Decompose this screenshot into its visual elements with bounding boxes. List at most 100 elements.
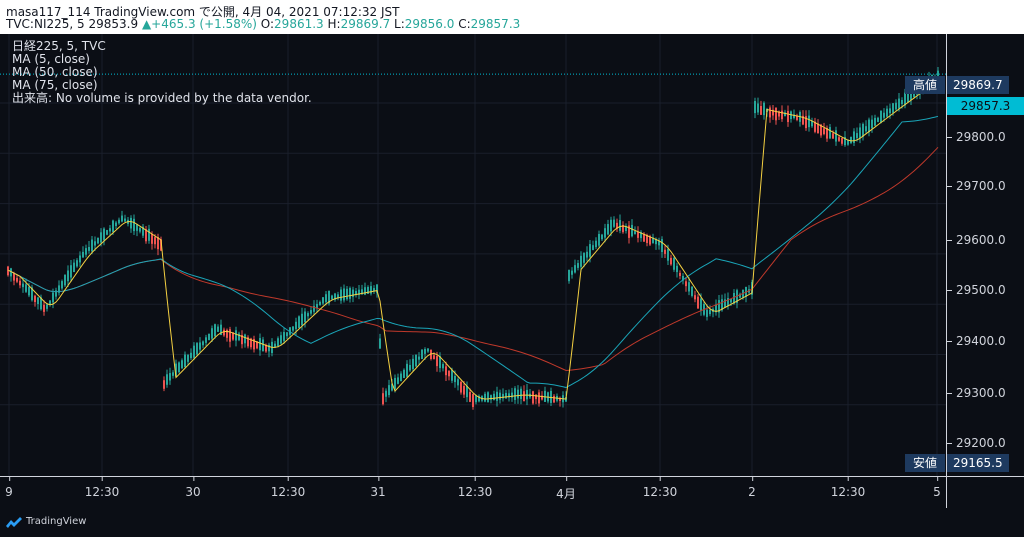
candle-body [451,369,453,381]
candle-body [403,369,405,379]
candle-body [433,355,435,360]
low-badge-value: 29165.5 [947,454,1009,472]
candle-body [214,324,216,337]
candle-body [205,337,207,343]
candle-body [775,107,777,121]
candle-body [220,324,222,335]
candle-body [496,391,498,401]
candle-body [553,395,555,403]
candle-body [709,309,711,315]
candle-body [487,392,489,403]
candle-body [298,316,300,329]
candle-body [319,301,321,306]
legend-volume[interactable]: 出来高: No volume is provided by the data v… [12,91,312,105]
candle-body [784,112,786,117]
time-axis[interactable]: 9 12:30 30 12:30 31 12:30 4月 12:30 2 12:… [0,476,946,508]
candle-body [31,287,33,301]
candle-body [724,299,726,308]
high-badge-label: 高値 [905,76,945,94]
candle-body [415,354,417,367]
candle-body [586,251,588,258]
candle-body [739,293,741,298]
candle-body [52,292,54,303]
candle-body [472,394,474,407]
candle-body [442,364,444,369]
close-value: 29857.3 [470,17,521,31]
candlestick-plot[interactable] [0,34,946,476]
candle-body [577,263,579,268]
candle-body [223,329,225,336]
candle-body [340,289,342,301]
candle-body [136,224,138,231]
candle-body [661,239,663,253]
time-tick: 5 [933,477,941,499]
candle-body [34,295,36,303]
candle-body [607,224,609,235]
candle-body [91,239,93,252]
candle-body [202,341,204,346]
candle-body [256,341,258,349]
candle-body [169,373,171,381]
candle-body [670,257,672,265]
price-axis[interactable]: 29800.0 29700.0 29600.0 29500.0 29400.0 … [905,34,1024,476]
candle-body [295,321,297,330]
candle-body [412,358,414,370]
candle-body [121,215,123,222]
candle-body [862,123,864,137]
candle-body [664,249,666,254]
candle-body [328,290,330,304]
candle-body [253,338,255,350]
candle-body [682,275,684,281]
high-badge-value: 29869.7 [947,76,1009,94]
candle-body [601,234,603,240]
candle-body [100,232,102,243]
price-tick: 29200.0 [947,436,1006,450]
candle-body [619,220,621,231]
candle-body [367,286,369,294]
candle-body [790,111,792,120]
candle-body [115,222,117,227]
candle-body [598,233,600,246]
candle-body [493,393,495,401]
legend-ma50[interactable]: MA (50, close) [12,65,98,79]
candle-body [463,386,465,395]
candle-body [268,344,270,352]
candle-body [406,363,408,377]
candle-body [124,218,126,222]
candle-body [559,397,561,401]
high-badge: 高値 29869.7 [905,76,1009,94]
legend-ma75[interactable]: MA (75, close) [12,78,98,92]
candle-body [595,240,597,248]
candle-body [112,220,114,232]
time-tick: 30 [185,477,201,499]
candle-body [394,377,396,389]
candle-body [211,328,213,339]
candle-body [763,102,765,116]
candle-body [139,227,141,232]
candle-body [280,335,282,344]
time-tick: 31 [370,477,386,499]
legend-ma5[interactable]: MA (5, close) [12,52,90,66]
legend-symbol[interactable]: 日経225, 5, TVC [12,39,106,53]
candle-body [877,117,879,122]
candle-body [505,392,507,399]
candle-body [331,295,333,300]
candle-body [130,217,132,229]
candle-body [445,366,447,376]
candle-body [475,395,477,403]
candle-body [421,349,423,359]
candle-body [133,218,135,232]
candle-body [40,297,42,310]
price-tick: 29700.0 [947,179,1006,193]
chart-pane[interactable]: 日経225, 5, TVC MA (5, close) MA (50, clos… [0,34,946,476]
candle-body [436,356,438,367]
candle-body [484,393,486,402]
candle-body [70,265,72,278]
candle-body [568,269,570,282]
candle-body [349,288,351,299]
candle-body [883,112,885,118]
candle-body [292,326,294,331]
candle-body [400,373,402,382]
candle-body [823,128,825,135]
candle-body [520,388,522,399]
